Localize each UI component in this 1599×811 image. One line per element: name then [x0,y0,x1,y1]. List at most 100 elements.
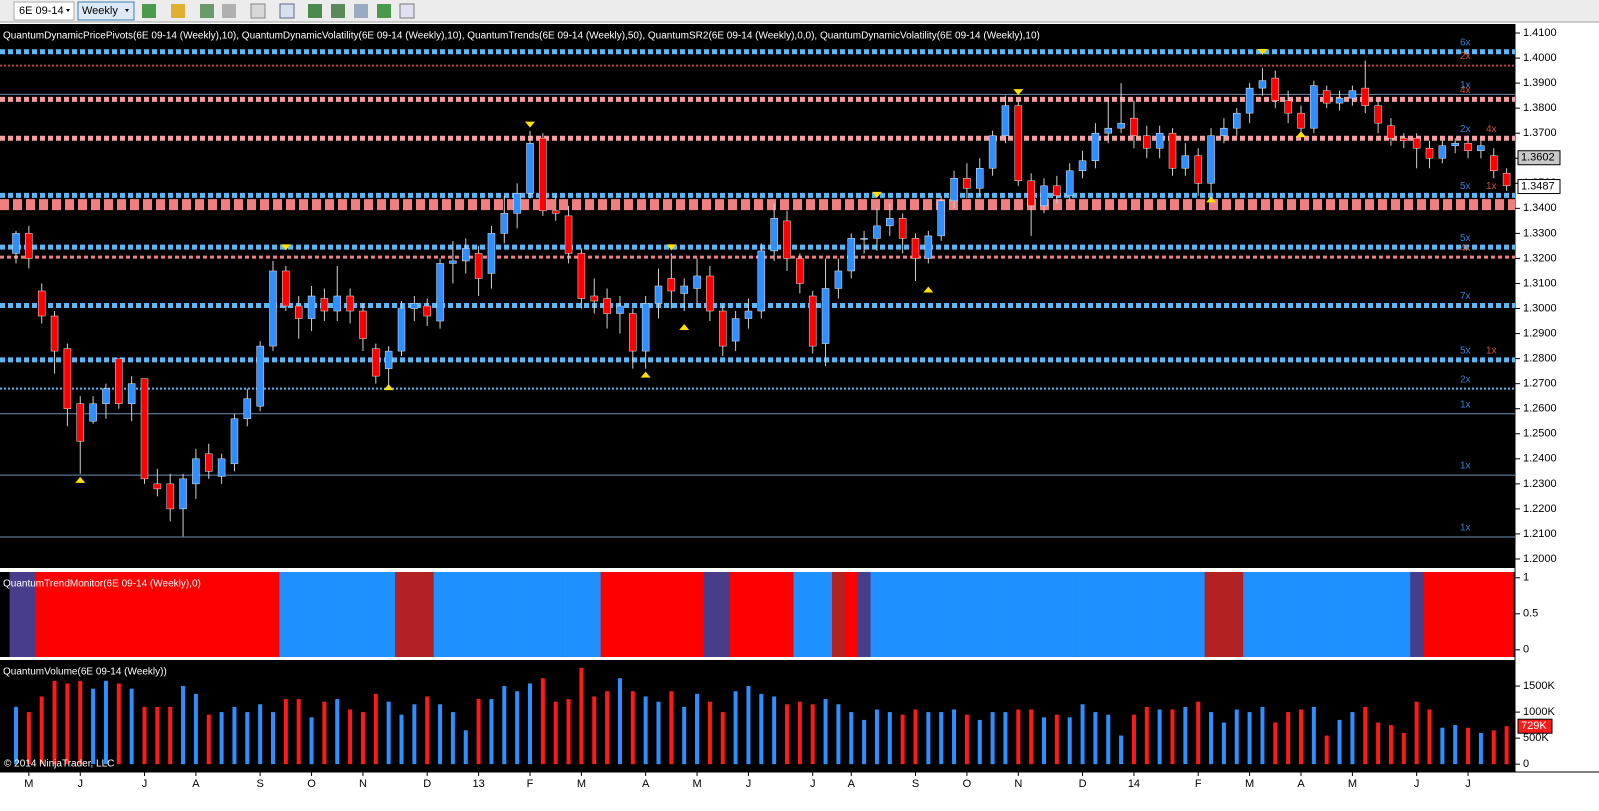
y-tick-label: 1.3900 [1523,77,1557,89]
trend-segment [292,572,306,657]
data-box-button[interactable] [399,3,415,19]
candle-body [243,398,252,419]
candle-body [834,270,843,289]
volume-bar [579,667,584,765]
level-label: 5x [1460,346,1471,357]
volume-bar [168,706,173,765]
chart-trader-button[interactable] [354,4,368,18]
level-label: 4x [1460,85,1471,96]
trend-segment [754,572,769,657]
dropdown-arrow [125,9,129,12]
candle-body [256,345,264,407]
last-volume-label: 729K [1521,720,1547,732]
instrument-selector[interactable] [13,1,75,21]
x-tick-label: J [810,778,816,790]
candle-body [911,238,920,259]
level-label: 5x [1460,233,1471,244]
x-tick-label: D [1079,778,1087,790]
trend-segment [472,572,486,657]
trend-segment [1024,572,1038,657]
trend-segment [1140,572,1154,657]
period-selector[interactable] [77,1,135,21]
y-tick-label: 1.2100 [1523,528,1557,540]
last-price-box [1517,150,1561,166]
volume-bar [1093,712,1098,765]
toolbar-icons [142,3,415,19]
trend-segment [1166,572,1180,657]
volume-bar [78,680,83,765]
candle-body [410,303,419,309]
panel-title: QuantumVolume(6E 09-14 (Weekly)) [3,667,167,678]
candle-body [744,310,753,319]
y-tick-label: 1.2800 [1523,353,1557,365]
trend-segment [716,572,730,657]
volume-bar [1376,722,1381,765]
candle-body [1387,125,1395,139]
zoom-out-button[interactable] [222,4,236,18]
trend-segment [86,572,100,657]
y-tick-label: 1.3300 [1523,227,1557,239]
volume-bar [1414,701,1419,765]
volume-bar [181,686,186,765]
pivot-marker [280,244,291,251]
y-tick-label: 1.3700 [1523,127,1557,139]
y-tick-label: 1.4100 [1523,27,1557,39]
candle-body [487,233,496,274]
candle-body [37,290,46,317]
trend-segment [1333,572,1347,657]
x-tick-label: M [577,778,586,790]
draw-button[interactable] [171,4,185,18]
x-tick-label: N [359,778,367,790]
zoom-in-button[interactable] [200,4,214,18]
cursor-button[interactable] [250,3,266,19]
pivot-marker [666,244,677,251]
dropdown-arrow [66,9,70,12]
candle-body [873,225,881,239]
volume-bar [1504,726,1509,765]
trend-segment [690,572,704,657]
volume-bar [155,706,160,765]
trend-segment [73,572,87,657]
trend-segment [870,572,884,657]
order-button[interactable] [377,4,391,18]
y-tick-label: 1.2000 [1523,553,1557,565]
candle-body [1271,77,1280,101]
trend-segment [536,572,550,657]
volume-bar [360,712,365,765]
x-tick-label: M [1245,778,1254,790]
trend-segment [125,572,139,657]
candle-body [1027,180,1035,207]
trend-segment [407,572,422,657]
volume-bar [733,691,738,765]
volume-bar [939,712,944,765]
trend-segment [1204,572,1218,657]
properties-button[interactable] [279,3,295,19]
candle-body [1245,87,1254,114]
trend-segment [857,572,871,657]
trend-segment [639,572,653,657]
bar-type-button[interactable] [142,4,156,18]
pivot-marker [871,191,882,198]
y-tick-label: 1.2500 [1523,428,1557,440]
volume-bar [1311,706,1316,765]
x-tick-label: A [848,778,856,790]
candle-body [500,213,509,234]
trend-segment [947,572,961,657]
x-tick-label: D [423,778,431,790]
candle-body [1348,90,1357,99]
trend-segment [1384,572,1398,657]
volume-bar [900,714,905,765]
trend-segment [1011,572,1026,657]
candle-body [1001,105,1010,136]
trend-segment [1448,572,1462,657]
trend-segment [459,572,473,657]
volume-bar [823,699,828,765]
volume-bar [977,719,982,765]
indicators-button[interactable] [308,4,322,18]
strategies-button[interactable] [331,4,345,18]
volume-bar [1299,709,1303,765]
candle-body [333,295,341,312]
trend-segment [369,572,383,657]
volume-bar [1234,709,1239,765]
volume-bar [669,691,674,765]
